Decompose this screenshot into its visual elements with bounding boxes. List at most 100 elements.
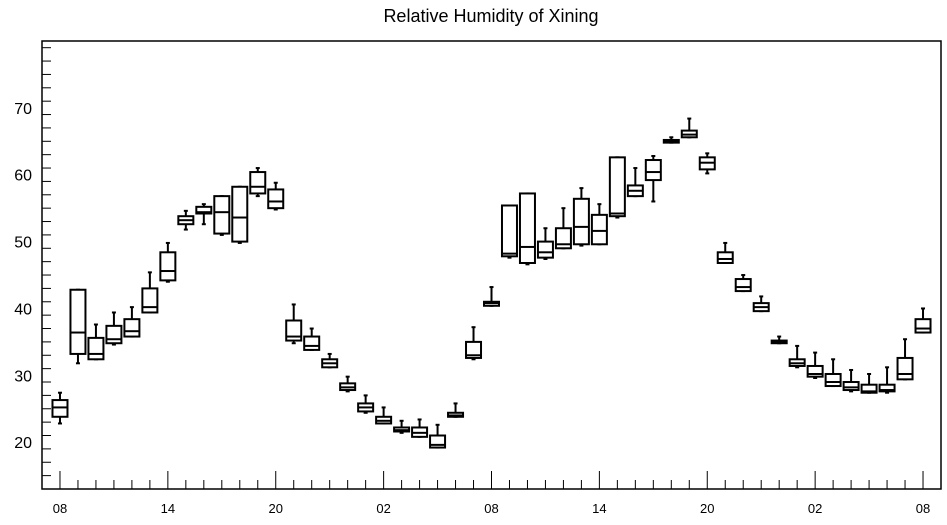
y-axis: 20 30 40 50 60 70: [14, 47, 51, 490]
box-item: [411, 418, 429, 438]
box-item: [303, 327, 321, 351]
box-item: [177, 209, 195, 231]
box-item: [518, 192, 536, 266]
box-item: [698, 152, 716, 175]
box-item: [285, 303, 303, 345]
x-tick-label: 20: [269, 501, 283, 516]
x-tick-label: 14: [161, 501, 175, 516]
x-tick-label: 02: [376, 501, 390, 516]
box-item: [249, 167, 267, 198]
box-item: [788, 344, 806, 369]
box-body: [465, 340, 483, 359]
box-body: [590, 213, 608, 246]
box-body: [842, 381, 860, 392]
box-item: [51, 391, 69, 425]
x-axis: 08 14 20 02 08 14 20 02 08: [41, 471, 942, 516]
y-tick-label: 40: [14, 301, 32, 318]
x-tick-label: 08: [53, 501, 67, 516]
box-item: [465, 326, 483, 361]
x-tick-label: 02: [808, 501, 822, 516]
box-item: [213, 195, 231, 236]
box-item: [105, 311, 123, 346]
y-tick-label: 20: [14, 435, 32, 452]
box-item: [554, 207, 572, 250]
box-body: [500, 204, 518, 258]
box-body: [105, 324, 123, 345]
box-item: [141, 271, 159, 314]
box-item: [572, 187, 590, 247]
box-body: [734, 278, 752, 293]
box-item: [716, 241, 734, 264]
box-item: [644, 155, 662, 203]
box-item: [231, 185, 249, 244]
box-item: [339, 375, 357, 393]
box-item: [842, 368, 860, 393]
box-item: [500, 204, 518, 259]
box-body: [69, 288, 87, 355]
box-item: [357, 394, 375, 414]
box-item: [680, 117, 698, 139]
box-item: [824, 358, 842, 388]
box-body: [87, 336, 105, 361]
box-item: [734, 274, 752, 293]
box-item: [806, 351, 824, 380]
box-body: [644, 159, 662, 182]
box-body: [123, 318, 141, 338]
box-body: [213, 195, 231, 235]
box-item: [590, 203, 608, 246]
box-body: [878, 383, 896, 393]
box-body: [195, 205, 213, 215]
box-item: [896, 338, 914, 381]
box-body: [159, 251, 177, 282]
box-item: [267, 181, 285, 211]
box-item: [914, 307, 932, 334]
box-item: [447, 402, 465, 418]
y-tick-label: 50: [14, 235, 32, 252]
plot-frame: [41, 40, 942, 490]
box-body: [896, 356, 914, 381]
box-item: [429, 423, 447, 449]
chart-title: Relative Humidity of Xining: [383, 6, 598, 26]
box-item: [626, 167, 644, 198]
y-tick-label: 60: [14, 168, 32, 185]
box-item: [878, 366, 896, 394]
box-item: [608, 156, 626, 219]
box-item: [752, 295, 770, 313]
x-tick-label: 14: [592, 501, 606, 516]
box-item: [860, 372, 878, 394]
x-tick-label: 08: [916, 501, 930, 516]
box-body: [249, 171, 267, 195]
box-body: [231, 185, 249, 243]
box-item: [195, 203, 213, 226]
box-body: [608, 156, 626, 218]
x-tick-label: 08: [484, 501, 498, 516]
box-item: [536, 227, 554, 260]
box-item: [483, 286, 500, 307]
box-body: [303, 335, 321, 351]
box-body: [141, 287, 159, 314]
box-body: [536, 240, 554, 259]
box-body: [51, 399, 69, 418]
box-item: [375, 406, 393, 425]
y-tick-label: 30: [14, 368, 32, 385]
box-body: [860, 383, 878, 394]
box-item: [69, 288, 87, 365]
box-body: [285, 319, 303, 342]
box-item: [87, 323, 105, 361]
box-item: [393, 419, 411, 434]
box-body: [806, 364, 824, 378]
box-body: [572, 197, 590, 246]
box-body: [914, 318, 932, 334]
box-body: [824, 372, 842, 388]
x-tick-label: 20: [700, 501, 714, 516]
box-series: [51, 117, 932, 449]
box-body: [518, 192, 536, 264]
box-item: [123, 306, 141, 338]
box-body: [554, 227, 572, 250]
box-item: [770, 335, 788, 345]
box-body: [716, 251, 734, 264]
y-tick-label: 70: [14, 101, 32, 118]
box-body: [267, 188, 285, 210]
